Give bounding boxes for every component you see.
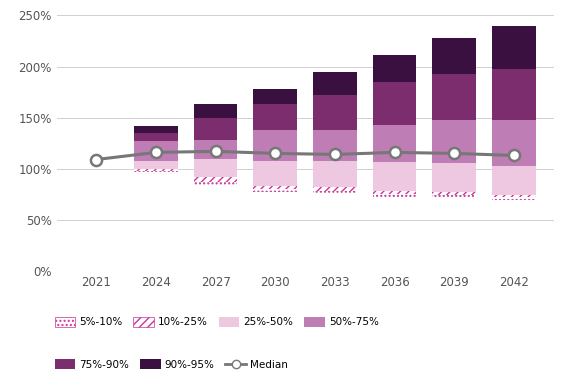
Bar (432, 163, 476, 192)
Bar (194, 182, 237, 186)
Bar (313, 95, 357, 130)
Bar (194, 177, 237, 182)
Bar (194, 140, 237, 159)
Legend: 5%-10%, 10%-25%, 25%-50%, 50%-75%: 5%-10%, 10%-25%, 25%-50%, 50%-75% (50, 313, 383, 332)
Bar (134, 133, 178, 141)
Bar (253, 104, 297, 130)
Bar (313, 191, 357, 194)
Bar (313, 130, 357, 161)
Bar (253, 186, 297, 189)
Bar (373, 125, 416, 162)
Bar (313, 161, 357, 187)
Bar (373, 82, 416, 125)
Bar (432, 195, 476, 197)
Bar (134, 141, 178, 161)
Bar (313, 187, 357, 191)
Bar (253, 130, 297, 161)
Bar (432, 38, 476, 74)
Bar (253, 89, 297, 104)
Bar (373, 55, 416, 82)
Bar (432, 120, 476, 163)
Bar (134, 171, 178, 174)
Bar (134, 161, 178, 169)
Bar (194, 159, 237, 177)
Bar (134, 126, 178, 133)
Bar (492, 68, 536, 120)
Bar (373, 194, 416, 197)
Bar (194, 118, 237, 140)
Bar (253, 161, 297, 186)
Bar (134, 169, 178, 171)
Bar (492, 197, 536, 200)
Bar (194, 104, 237, 118)
Legend: 75%-90%, 90%-95%, Median: 75%-90%, 90%-95%, Median (50, 355, 292, 374)
Bar (253, 189, 297, 192)
Bar (373, 191, 416, 194)
Bar (492, 166, 536, 195)
Bar (492, 120, 536, 166)
Bar (492, 26, 536, 68)
Bar (313, 72, 357, 95)
Bar (492, 195, 536, 197)
Bar (373, 162, 416, 191)
Bar (432, 74, 476, 120)
Bar (432, 192, 476, 195)
